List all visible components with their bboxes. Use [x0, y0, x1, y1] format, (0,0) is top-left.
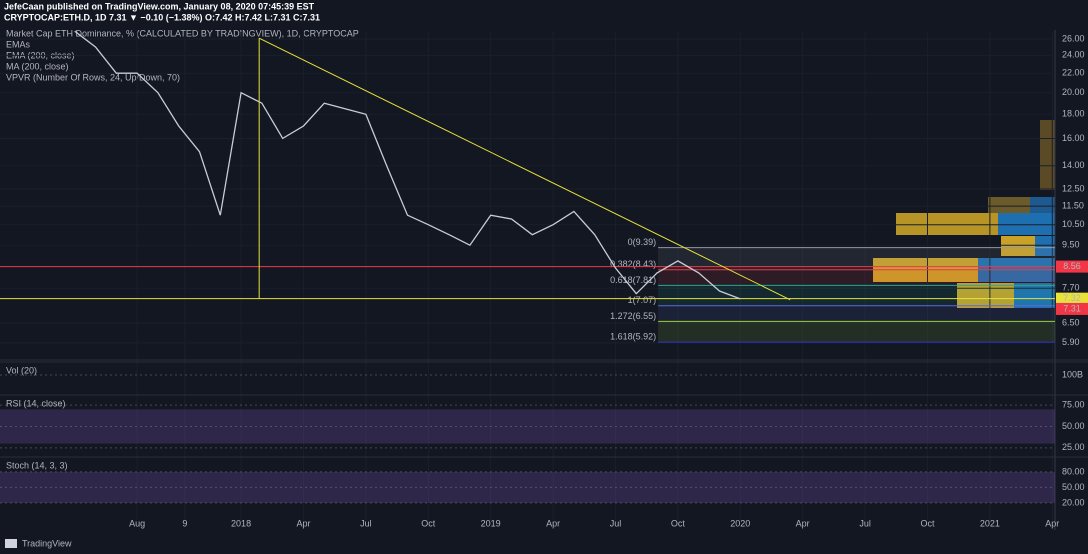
fib-zone	[658, 285, 1055, 306]
price-tag-label: 7.31	[1063, 303, 1081, 313]
y-tick-label: 10.50	[1062, 219, 1085, 229]
x-tick-label: 2019	[481, 518, 501, 528]
y-tick-label: 22.00	[1062, 68, 1085, 78]
price-tag	[1056, 302, 1088, 315]
x-tick-label: Apr	[296, 518, 310, 528]
y-tick-label: 80.00	[1062, 466, 1085, 476]
vpvr-bar	[1001, 236, 1035, 256]
y-tick-label: 5.90	[1062, 337, 1080, 347]
fib-zone	[658, 247, 1055, 270]
price-line	[74, 30, 741, 300]
vpvr-bar	[1040, 120, 1055, 190]
fib-label: 0(9.39)	[628, 237, 657, 247]
x-tick-label: Apr	[796, 518, 810, 528]
y-tick-label: 75.00	[1062, 399, 1085, 409]
x-tick-label: 2018	[231, 518, 251, 528]
fib-label: 0.382(8.43)	[610, 259, 656, 269]
y-tick-label: 25.00	[1062, 442, 1085, 452]
x-tick-label: Oct	[920, 518, 935, 528]
x-tick-label: Jul	[610, 518, 622, 528]
fib-label: 1.272(6.55)	[610, 311, 656, 321]
x-tick-label: Oct	[671, 518, 686, 528]
vpvr-bar	[988, 197, 1030, 213]
chart-title: Market Cap ETH Dominance, % (CALCULATED …	[6, 28, 359, 38]
fib-label: 1(7.07)	[628, 295, 657, 305]
x-tick-label: 2020	[730, 518, 750, 528]
fib-zone	[658, 269, 1055, 286]
y-tick-label: 18.00	[1062, 109, 1085, 119]
y-tick-label: 20.00	[1062, 87, 1085, 97]
price-tag-label: 7.32	[1063, 293, 1081, 303]
x-tick-label: Apr	[1045, 518, 1059, 528]
y-tick-label: 26.00	[1062, 33, 1085, 43]
vpvr-bar	[896, 213, 998, 235]
y-tick-label: 11.50	[1062, 200, 1084, 210]
x-tick-label: Aug	[129, 518, 145, 528]
y-tick-label: 6.50	[1062, 317, 1080, 327]
header-line: CRYPTOCAP:ETH.D, 1D 7.31 ▼ −0.10 (−1.38%…	[4, 12, 320, 22]
y-tick-label: 12.50	[1062, 183, 1085, 193]
y-tick-label: 20.00	[1062, 497, 1085, 507]
vpvr-bar	[1030, 197, 1055, 213]
y-tick-label: 14.00	[1062, 160, 1085, 170]
x-tick-label: Jul	[859, 518, 871, 528]
footer-brand: TradingView	[22, 538, 72, 548]
fib-zone	[658, 321, 1055, 343]
x-tick-label: 2021	[980, 518, 1000, 528]
vpvr-bar	[998, 213, 1055, 235]
y-tick-label: 7.70	[1062, 283, 1080, 293]
pane-label: Vol (20)	[6, 365, 37, 375]
x-tick-label: Oct	[421, 518, 436, 528]
vpvr-bar	[957, 283, 1014, 308]
y-tick-label: 24.00	[1062, 50, 1085, 60]
fib-label: 0.618(7.81)	[610, 275, 656, 285]
legend-line: VPVR (Number Of Rows, 24, Up/Down, 70)	[6, 72, 180, 82]
vpvr-bar	[1035, 236, 1055, 256]
y-tick-label: 50.00	[1062, 421, 1085, 431]
y-tick-label: 100B	[1062, 369, 1083, 379]
fib-zone	[658, 305, 1055, 322]
header-line: JefeCaan published on TradingView.com, J…	[4, 1, 315, 11]
x-tick-label: Jul	[360, 518, 372, 528]
y-tick-label: 16.00	[1062, 133, 1085, 143]
pane-label: Stoch (14, 3, 3)	[6, 460, 68, 470]
price-tag	[1056, 292, 1088, 305]
legend-line: EMAs	[6, 39, 31, 49]
x-tick-label: Apr	[546, 518, 560, 528]
fib-label: 1.618(5.92)	[610, 332, 656, 342]
price-tag	[1056, 260, 1088, 273]
vpvr-bar	[1014, 283, 1055, 308]
legend-line: MA (200, close)	[6, 61, 69, 71]
pane-label: RSI (14, close)	[6, 398, 66, 408]
trendline	[258, 37, 791, 301]
x-tick-label: 9	[182, 518, 187, 528]
price-tag-label: 8.56	[1063, 261, 1081, 271]
y-tick-label: 50.00	[1062, 482, 1085, 492]
logo	[5, 539, 17, 548]
y-tick-label: 9.50	[1062, 240, 1080, 250]
